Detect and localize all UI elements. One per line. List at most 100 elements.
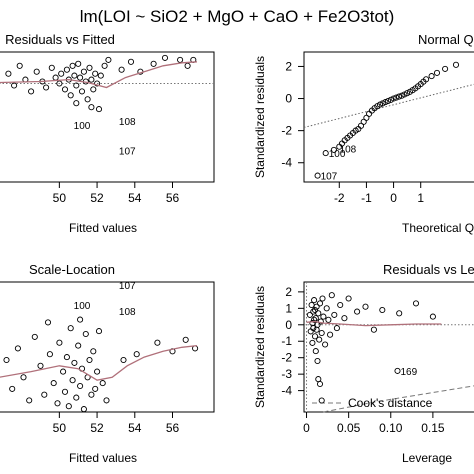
- x-axis-label: Leverage: [402, 451, 452, 465]
- y-tick-label: -3: [281, 367, 292, 381]
- data-point: [316, 300, 324, 307]
- data-point: [428, 73, 435, 80]
- data-point: [362, 303, 369, 310]
- data-point: [73, 394, 80, 401]
- data-point: [311, 306, 319, 314]
- data-point: [94, 80, 101, 87]
- data-point: [46, 351, 53, 358]
- data-point: [84, 96, 91, 103]
- data-point: [50, 380, 57, 387]
- data-point: [315, 310, 322, 317]
- y-tick-label: 1: [285, 301, 292, 315]
- figure-title: lm(LOI ~ SiO2 + MgO + CaO + Fe2O3tot): [80, 7, 395, 26]
- data-point: [73, 82, 80, 89]
- y-tick-label: -2: [281, 351, 292, 365]
- data-point: [44, 319, 52, 326]
- data-point: [345, 295, 352, 302]
- y-tick-label: 0: [285, 92, 292, 106]
- data-point: [54, 400, 61, 407]
- data-point: [9, 385, 16, 392]
- point-label: 100: [74, 121, 91, 132]
- data-point: [433, 69, 441, 76]
- qq-reference-line: [303, 83, 474, 128]
- data-point: [97, 72, 104, 79]
- data-point: [105, 56, 112, 63]
- data-point: [88, 391, 95, 398]
- smooth-line: [0, 344, 198, 381]
- data-point: [95, 106, 103, 113]
- data-point: [41, 391, 48, 398]
- data-point: [306, 311, 313, 318]
- cooks-legend-label: Cook's distance: [348, 396, 433, 410]
- point-label: 108: [340, 144, 357, 155]
- data-point: [73, 100, 80, 107]
- data-point: [323, 305, 330, 312]
- x-tick-label: 50: [53, 191, 67, 205]
- data-point: [56, 80, 63, 87]
- x-tick-label: 50: [53, 421, 67, 435]
- y-tick-label: -1: [281, 334, 292, 348]
- data-point: [412, 300, 420, 307]
- panel-title: Scale-Location: [29, 262, 115, 277]
- point-label: 108: [119, 117, 136, 128]
- data-point: [385, 97, 392, 105]
- data-point: [318, 397, 325, 404]
- data-point: [11, 82, 18, 89]
- data-point: [95, 328, 103, 335]
- data-point: [58, 70, 65, 77]
- data-point: [33, 68, 40, 75]
- data-point: [26, 397, 33, 404]
- data-point: [313, 303, 320, 310]
- data-point: [88, 104, 95, 111]
- x-tick-label: 0.15: [421, 421, 445, 435]
- data-point: [127, 58, 135, 65]
- x-tick-label: 56: [166, 191, 180, 205]
- y-tick-label: -4: [281, 156, 292, 170]
- data-point: [37, 362, 44, 369]
- data-point: [61, 86, 69, 93]
- data-point: [320, 313, 327, 320]
- x-tick-label: 54: [128, 191, 142, 205]
- data-point: [5, 70, 12, 77]
- plot-frame: [303, 281, 474, 413]
- x-axis-label: Fitted values: [69, 221, 137, 235]
- data-point: [75, 342, 82, 349]
- data-point: [319, 295, 326, 302]
- data-point: [48, 64, 55, 71]
- data-point: [314, 357, 321, 365]
- data-point: [395, 93, 403, 100]
- data-point: [150, 60, 157, 67]
- plot-frame: [0, 51, 215, 183]
- x-axis-label: Theoretical Quantiles: [402, 221, 474, 235]
- data-point: [154, 339, 161, 346]
- data-point: [393, 94, 400, 101]
- data-point: [327, 331, 334, 338]
- x-tick-label: 0: [303, 421, 310, 435]
- data-point: [82, 330, 89, 338]
- data-point: [452, 61, 460, 68]
- data-point: [92, 385, 99, 392]
- x-tick-label: 0.10: [379, 421, 403, 435]
- data-point: [77, 74, 84, 81]
- data-point: [43, 84, 50, 91]
- data-point: [80, 406, 87, 413]
- x-tick-label: -1: [361, 191, 372, 205]
- data-point: [316, 336, 323, 343]
- data-point: [71, 359, 78, 366]
- data-point: [316, 380, 324, 388]
- data-point: [382, 99, 389, 106]
- data-point: [77, 316, 84, 323]
- smooth-line: [306, 320, 442, 327]
- scale-location-panel: Scale-Location 107 100 108 50 52 54 56 Fitted va…: [0, 262, 215, 465]
- data-point: [92, 70, 99, 77]
- x-tick-label: 0.05: [337, 421, 361, 435]
- y-tick-label: 2: [285, 59, 292, 73]
- data-point: [311, 316, 318, 323]
- smooth-line: [0, 61, 198, 89]
- data-point: [310, 325, 317, 332]
- data-point: [354, 308, 361, 315]
- data-point: [88, 76, 95, 83]
- data-point: [14, 345, 21, 352]
- data-point: [337, 301, 344, 309]
